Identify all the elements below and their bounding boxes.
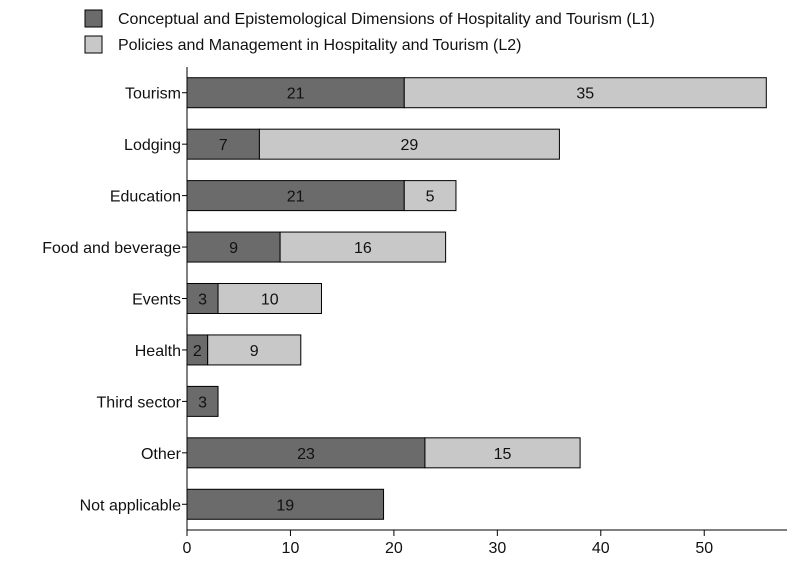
bar-segment <box>186 231 281 263</box>
data-label: 35 <box>576 86 594 103</box>
x-tick-label: 10 <box>282 540 300 557</box>
legend-swatch <box>84 35 103 54</box>
category-label: Other <box>141 446 182 463</box>
bar-segment <box>424 437 581 469</box>
category-label: Food and beverage <box>42 240 181 257</box>
data-label: 21 <box>287 189 305 206</box>
legend-swatch <box>84 9 103 28</box>
category-label: Third sector <box>97 394 182 411</box>
bar-segment <box>186 385 219 417</box>
bar-segment <box>279 231 447 263</box>
bar-segment <box>186 488 385 520</box>
bar-segment <box>186 128 260 160</box>
category-label: Events <box>132 292 181 309</box>
x-tick-label: 0 <box>183 540 192 557</box>
legend-label: Policies and Management in Hospitality a… <box>118 37 521 54</box>
data-label: 21 <box>287 86 305 103</box>
bar-segment <box>403 180 457 212</box>
x-tick-label: 20 <box>385 540 403 557</box>
data-label: 7 <box>219 137 228 154</box>
category-label: Not applicable <box>80 497 182 514</box>
data-label: 5 <box>426 189 435 206</box>
legend: Conceptual and Epistemological Dimension… <box>84 9 655 54</box>
bar-segment <box>403 77 767 109</box>
category-label: Lodging <box>124 137 181 154</box>
category-label: Tourism <box>125 86 181 103</box>
data-label: 19 <box>276 497 294 514</box>
bar-segment <box>186 180 405 212</box>
data-label: 9 <box>250 343 259 360</box>
data-label: 16 <box>354 240 372 257</box>
x-tick-label: 50 <box>695 540 713 557</box>
bar-segment <box>217 283 322 314</box>
data-label: 10 <box>261 292 279 309</box>
x-tick-label: 40 <box>592 540 610 557</box>
bar-segment <box>258 128 560 160</box>
data-label: 29 <box>401 137 419 154</box>
bar-segment <box>186 283 219 314</box>
x-tick-label: 30 <box>488 540 506 557</box>
category-label: Education <box>110 189 181 206</box>
data-label: 3 <box>198 394 207 411</box>
data-label: 15 <box>494 446 512 463</box>
data-label: 9 <box>229 240 238 257</box>
data-label: 3 <box>198 292 207 309</box>
legend-label: Conceptual and Epistemological Dimension… <box>118 11 655 28</box>
data-label: 2 <box>193 343 202 360</box>
category-label: Health <box>135 343 181 360</box>
bar-segment <box>207 334 302 366</box>
data-label: 23 <box>297 446 315 463</box>
